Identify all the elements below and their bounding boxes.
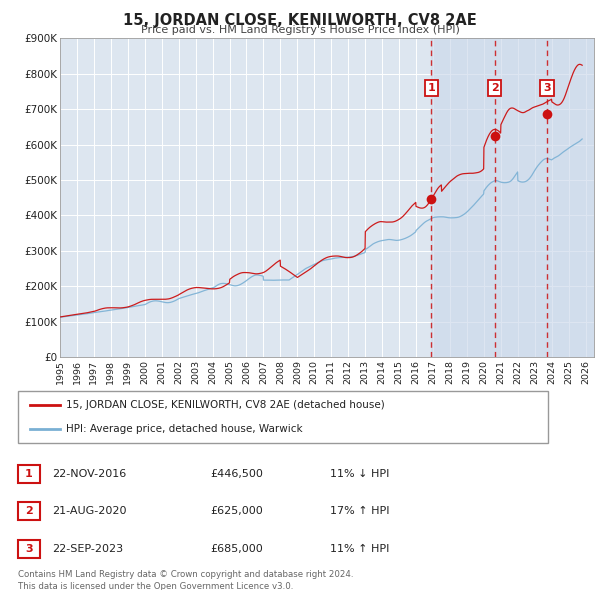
- Text: 11% ↓ HPI: 11% ↓ HPI: [330, 469, 389, 479]
- Bar: [18, 391, 548, 442]
- Text: 11% ↑ HPI: 11% ↑ HPI: [330, 544, 389, 553]
- Bar: [18, 540, 40, 558]
- Text: 22-SEP-2023: 22-SEP-2023: [52, 544, 123, 553]
- Text: 17% ↑ HPI: 17% ↑ HPI: [330, 506, 389, 516]
- Text: 3: 3: [543, 83, 551, 93]
- Text: £685,000: £685,000: [210, 544, 263, 553]
- Text: HPI: Average price, detached house, Warwick: HPI: Average price, detached house, Warw…: [66, 424, 302, 434]
- Text: 15, JORDAN CLOSE, KENILWORTH, CV8 2AE (detached house): 15, JORDAN CLOSE, KENILWORTH, CV8 2AE (d…: [66, 400, 385, 410]
- Text: 22-NOV-2016: 22-NOV-2016: [52, 469, 126, 479]
- Bar: [18, 503, 40, 520]
- Bar: [18, 465, 40, 483]
- Text: £446,500: £446,500: [210, 469, 263, 479]
- Text: 3: 3: [25, 544, 33, 553]
- Text: 1: 1: [25, 469, 33, 479]
- Text: £625,000: £625,000: [210, 506, 263, 516]
- Text: This data is licensed under the Open Government Licence v3.0.: This data is licensed under the Open Gov…: [18, 582, 293, 590]
- Text: 2: 2: [25, 506, 33, 516]
- Text: 1: 1: [427, 83, 435, 93]
- Text: 15, JORDAN CLOSE, KENILWORTH, CV8 2AE: 15, JORDAN CLOSE, KENILWORTH, CV8 2AE: [123, 13, 477, 28]
- Text: Price paid vs. HM Land Registry's House Price Index (HPI): Price paid vs. HM Land Registry's House …: [140, 25, 460, 35]
- Bar: [431, 38, 594, 357]
- Text: Contains HM Land Registry data © Crown copyright and database right 2024.: Contains HM Land Registry data © Crown c…: [18, 570, 353, 579]
- Text: 2: 2: [491, 83, 499, 93]
- Text: 21-AUG-2020: 21-AUG-2020: [52, 506, 127, 516]
